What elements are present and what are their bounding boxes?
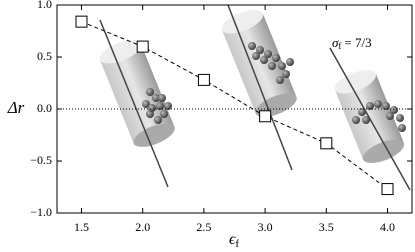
annotation-subscript: f — [338, 41, 341, 51]
data-point — [136, 40, 149, 53]
bead-cluster — [352, 100, 406, 132]
x-tick-label: 3.5 — [319, 220, 334, 234]
data-point — [259, 110, 272, 123]
annotation: σf = 7/3 — [332, 35, 372, 51]
illustrations — [99, 4, 411, 191]
x-tick-label: 2.5 — [196, 220, 211, 234]
bead-cluster — [142, 88, 172, 124]
x-axis-symbol: ϵ — [229, 231, 236, 248]
data-point — [75, 15, 88, 28]
y-tick-label: 1.0 — [37, 0, 52, 11]
data-point — [320, 137, 333, 150]
series-line — [81, 21, 388, 190]
illustration-line — [99, 19, 169, 188]
illustration-line — [329, 47, 411, 191]
y-tick-label: −1.0 — [30, 205, 52, 219]
y-axis-label: Δr — [7, 98, 25, 117]
x-tick-label: 4.0 — [380, 220, 395, 234]
cylinder — [99, 40, 175, 147]
x-tick-label: 3.0 — [258, 220, 273, 234]
x-axis-label: ϵf — [229, 231, 239, 250]
bead-cluster — [248, 42, 294, 84]
x-axis-subscript: f — [235, 238, 239, 250]
x-tick-label: 2.0 — [135, 220, 150, 234]
x-tick-label: 1.5 — [74, 220, 89, 234]
annotation-symbol: σ — [332, 35, 339, 50]
y-tick-label: −0.5 — [30, 153, 52, 167]
annotation-text: = 7/3 — [344, 35, 371, 50]
y-tick-label: 0.0 — [37, 101, 52, 115]
y-tick-label: 0.5 — [37, 49, 52, 63]
illustration-line — [227, 4, 293, 171]
data-point — [197, 73, 210, 86]
data-point — [381, 183, 394, 196]
